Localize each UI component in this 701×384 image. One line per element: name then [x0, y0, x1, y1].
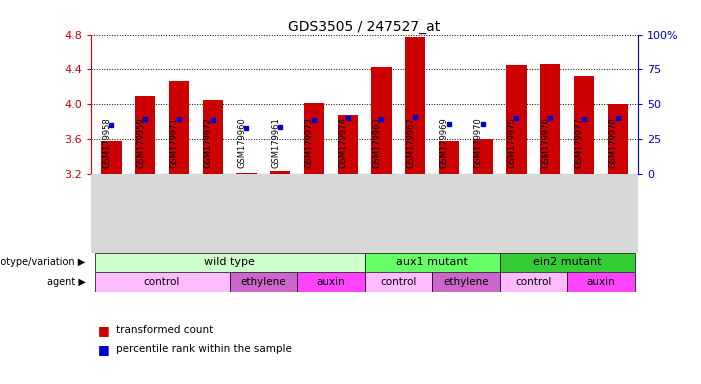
- Text: agent ▶: agent ▶: [47, 277, 86, 287]
- Text: control: control: [380, 277, 416, 287]
- Text: aux1 mutant: aux1 mutant: [396, 257, 468, 267]
- Bar: [169, 81, 189, 174]
- Bar: [365, 272, 432, 292]
- Bar: [372, 67, 392, 174]
- Bar: [337, 115, 358, 174]
- Text: ■: ■: [98, 343, 110, 356]
- Bar: [95, 272, 229, 292]
- Bar: [472, 139, 493, 174]
- Title: GDS3505 / 247527_at: GDS3505 / 247527_at: [288, 20, 441, 33]
- Text: ■: ■: [98, 324, 110, 337]
- Bar: [432, 272, 500, 292]
- Bar: [405, 37, 426, 174]
- Text: ethylene: ethylene: [240, 277, 286, 287]
- Text: percentile rank within the sample: percentile rank within the sample: [116, 344, 292, 354]
- Bar: [506, 65, 526, 174]
- Bar: [567, 272, 634, 292]
- Bar: [101, 141, 121, 174]
- Bar: [203, 100, 223, 174]
- Bar: [540, 64, 560, 174]
- Text: transformed count: transformed count: [116, 325, 213, 335]
- Bar: [365, 253, 500, 272]
- Bar: [270, 172, 290, 174]
- Text: ethylene: ethylene: [443, 277, 489, 287]
- Text: wild type: wild type: [204, 257, 255, 267]
- Text: ein2 mutant: ein2 mutant: [533, 257, 601, 267]
- Text: control: control: [515, 277, 552, 287]
- Bar: [236, 173, 257, 174]
- Bar: [500, 272, 567, 292]
- Bar: [500, 253, 634, 272]
- Text: auxin: auxin: [587, 277, 615, 287]
- Text: auxin: auxin: [316, 277, 345, 287]
- Bar: [229, 272, 297, 292]
- Bar: [135, 96, 155, 174]
- Bar: [297, 272, 365, 292]
- Bar: [95, 253, 365, 272]
- Text: genotype/variation ▶: genotype/variation ▶: [0, 257, 86, 267]
- Bar: [574, 76, 594, 174]
- Bar: [304, 103, 324, 174]
- Bar: [439, 141, 459, 174]
- Bar: [608, 104, 628, 174]
- Text: control: control: [144, 277, 180, 287]
